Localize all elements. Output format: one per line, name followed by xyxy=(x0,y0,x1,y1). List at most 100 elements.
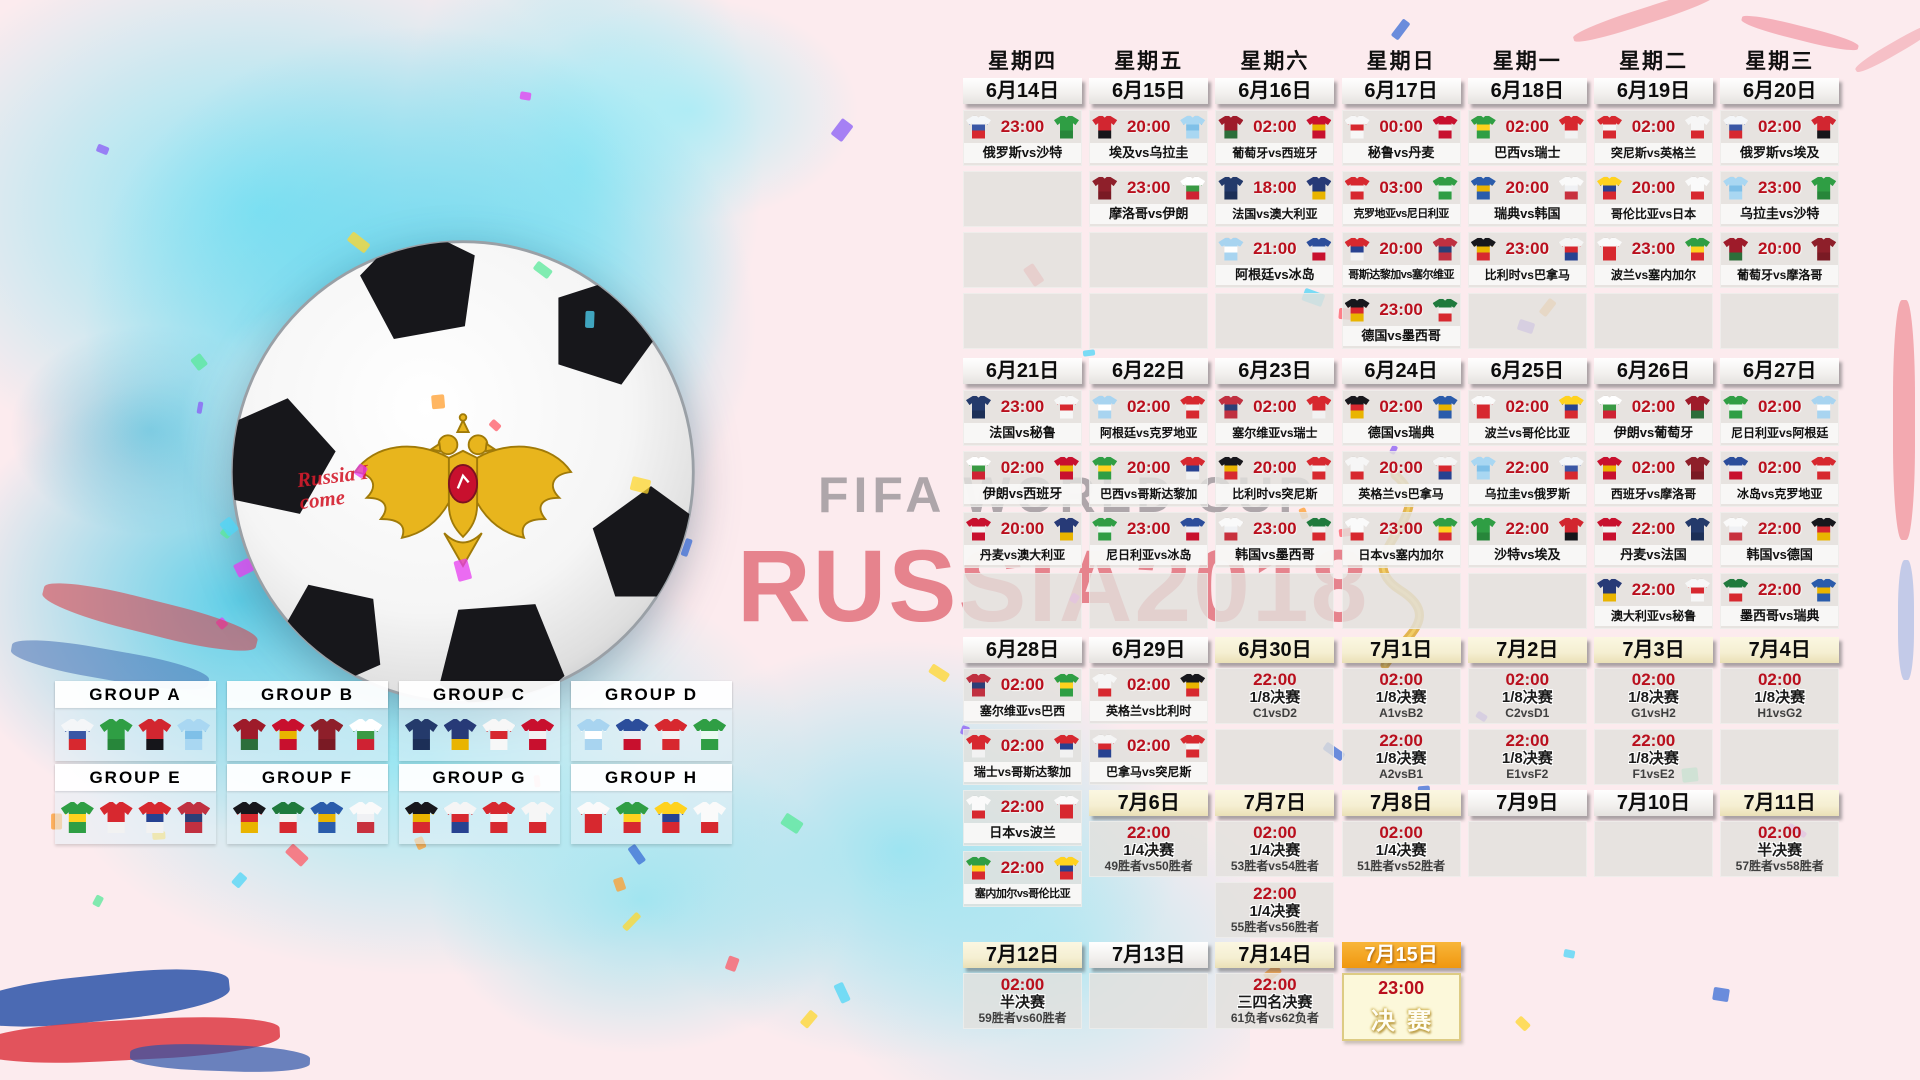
team-jersey-icon xyxy=(615,802,649,833)
match-teams: 乌拉圭vs俄罗斯 xyxy=(1468,484,1586,504)
weekday-label: 星期一 xyxy=(1492,50,1562,73)
home-jersey-icon xyxy=(1597,176,1622,200)
match-time: 03:00 xyxy=(1379,178,1423,197)
home-jersey-icon xyxy=(1723,176,1749,200)
team-jersey-icon xyxy=(232,802,266,833)
team-jersey-icon xyxy=(271,802,305,833)
stage-label: 1/4决赛 xyxy=(1249,903,1301,920)
team-jersey-icon xyxy=(693,719,727,750)
empty-cell xyxy=(1467,573,1587,629)
match-cell: 02:00 俄罗斯vs埃及 xyxy=(1720,110,1840,166)
match-teams: 德国vs瑞典 xyxy=(1342,423,1460,443)
team-jersey-icon xyxy=(232,719,266,750)
away-jersey-icon xyxy=(1811,456,1837,480)
match-cell: 02:00 伊朗vs葡萄牙 xyxy=(1594,390,1713,446)
match-teams: 波兰vs塞内加尔 xyxy=(1595,265,1712,285)
match-cell: 03:00 克罗地亚vs尼日利亚 xyxy=(1341,171,1461,227)
date-header: 6月24日 xyxy=(1341,358,1461,384)
home-jersey-icon xyxy=(1597,456,1622,480)
match-cell: 22:00 墨西哥vs瑞典 xyxy=(1720,573,1840,629)
match-time: 02:00 xyxy=(1757,458,1802,477)
away-jersey-icon xyxy=(1558,237,1584,261)
group-teams-row xyxy=(399,708,560,761)
match-teams: 哥斯达黎加vs塞尔维亚 xyxy=(1342,265,1460,285)
match-teams: 沙特vs埃及 xyxy=(1468,545,1586,565)
away-jersey-icon xyxy=(1811,517,1837,541)
match-time: 02:00 xyxy=(1379,823,1423,842)
group-teams-row xyxy=(227,708,388,761)
stage-label: 1/8决赛 xyxy=(1754,689,1806,706)
match-time: 02:00 xyxy=(1631,397,1676,416)
stage-label: 1/8决赛 xyxy=(1249,689,1301,706)
date-header: 6月19日 xyxy=(1594,78,1713,104)
match-cell: 20:00 瑞典vs韩国 xyxy=(1467,171,1587,227)
home-jersey-icon xyxy=(1723,115,1749,139)
stage-label: 1/4决赛 xyxy=(1375,842,1427,859)
weekday-label: 星期六 xyxy=(1240,50,1310,73)
away-jersey-icon xyxy=(1684,456,1710,480)
away-jersey-icon xyxy=(1558,115,1584,139)
match-cell: 22:00 韩国vs德国 xyxy=(1720,512,1840,568)
empty-cell xyxy=(1594,293,1713,349)
knockout-cell: 22:00 1/4决赛 55胜者vs56胜者 xyxy=(1215,882,1335,938)
match-time: 00:00 xyxy=(1379,117,1423,136)
group-teams-row xyxy=(55,791,216,844)
participants-label: A1vsB2 xyxy=(1379,706,1424,720)
date-header: 6月27日 xyxy=(1720,358,1840,384)
match-cell: 22:00 澳大利亚vs秘鲁 xyxy=(1594,573,1713,629)
match-teams: 西班牙vs摩洛哥 xyxy=(1595,484,1712,504)
match-teams: 德国vs墨西哥 xyxy=(1342,326,1460,346)
match-time: 02:00 xyxy=(1379,670,1423,689)
team-jersey-icon xyxy=(482,719,516,750)
group-title: GROUP H xyxy=(571,764,732,791)
team-jersey-icon xyxy=(576,719,610,750)
match-row: 23:00 xyxy=(1720,171,1839,204)
away-jersey-icon xyxy=(1811,237,1837,261)
match-row: 22:00 xyxy=(1720,573,1839,606)
home-jersey-icon xyxy=(1597,578,1622,602)
match-cell: 02:00 突尼斯vs英格兰 xyxy=(1594,110,1713,166)
match-time: 21:00 xyxy=(1253,239,1297,258)
team-jersey-icon xyxy=(615,719,649,750)
weekday-label: 星期三 xyxy=(1745,50,1815,73)
participants-label: C2vsD1 xyxy=(1505,706,1550,720)
match-time: 02:00 xyxy=(1757,397,1802,416)
home-jersey-icon xyxy=(1723,517,1749,541)
home-jersey-icon xyxy=(1344,456,1370,480)
date-header: 7月15日 xyxy=(1341,942,1461,968)
home-jersey-icon xyxy=(1344,176,1370,200)
date-header: 7月4日 xyxy=(1720,637,1840,663)
away-jersey-icon xyxy=(1432,176,1458,200)
group-title: GROUP A xyxy=(55,681,216,708)
match-cell: 02:00 尼日利亚vs阿根廷 xyxy=(1720,390,1840,446)
group-box: GROUP B xyxy=(227,681,388,761)
empty-cell xyxy=(1720,293,1840,349)
team-jersey-icon xyxy=(60,719,94,750)
match-cell: 02:00 波兰vs哥伦比亚 xyxy=(1467,390,1587,446)
match-cell: 02:00 德国vs瑞典 xyxy=(1341,390,1461,446)
match-time: 20:00 xyxy=(1757,239,1802,258)
match-time: 02:00 xyxy=(1505,117,1550,136)
match-time: 02:00 xyxy=(1253,397,1297,416)
away-jersey-icon xyxy=(1684,578,1710,602)
group-title: GROUP G xyxy=(399,764,560,791)
away-jersey-icon xyxy=(1432,298,1458,322)
date-header: 7月9日 xyxy=(1467,790,1587,816)
group-teams-row xyxy=(55,708,216,761)
match-cell: 22:00 沙特vs埃及 xyxy=(1467,512,1587,568)
match-time: 22:00 xyxy=(1505,731,1550,750)
away-jersey-icon xyxy=(1306,456,1332,480)
match-teams: 丹麦vs法国 xyxy=(1595,545,1712,565)
match-time: 23:00 xyxy=(1378,978,1425,998)
date-header: 7月8日 xyxy=(1341,790,1461,816)
match-time: 23:00 xyxy=(1379,300,1423,319)
match-teams: 克罗地亚vs尼日利亚 xyxy=(1342,204,1460,224)
match-time: 23:00 xyxy=(1631,239,1676,258)
match-row: 22:00 xyxy=(1594,512,1713,545)
date-header: 7月10日 xyxy=(1594,790,1713,816)
match-row: 03:00 xyxy=(1342,171,1461,204)
away-jersey-icon xyxy=(1811,578,1837,602)
stage-label: 1/8决赛 xyxy=(1628,689,1679,706)
match-teams: 乌拉圭vs沙特 xyxy=(1721,204,1839,224)
home-jersey-icon xyxy=(1470,176,1496,200)
